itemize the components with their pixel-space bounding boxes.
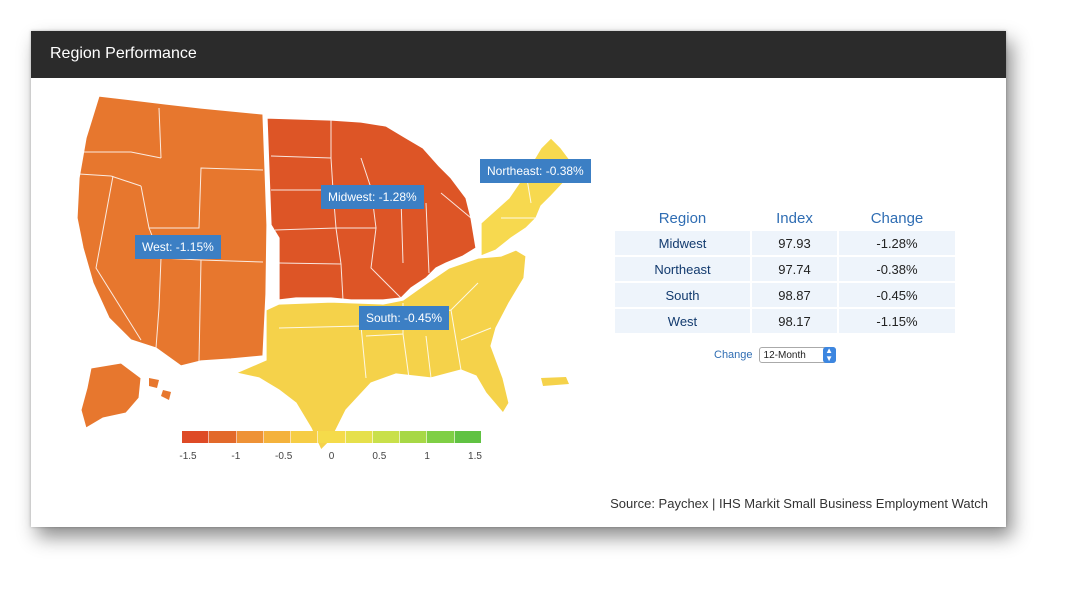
legend-tick-label: 1.5 — [468, 451, 482, 462]
legend-swatch — [209, 431, 237, 443]
legend-swatch — [400, 431, 428, 443]
page-title: Region Performance — [50, 45, 197, 62]
cell-change: -1.15% — [839, 309, 955, 333]
cell-index: 98.17 — [752, 309, 837, 333]
cell-region: West — [615, 309, 750, 333]
change-period-select[interactable]: 12-Month ▲ ▼ — [758, 347, 836, 363]
hawaii-shape — [149, 378, 171, 400]
cell-region: Midwest — [615, 231, 750, 255]
callout-west: West: -1.15% — [135, 235, 221, 259]
region-northeast-shape[interactable] — [480, 137, 577, 257]
cell-change: -1.28% — [839, 231, 955, 255]
change-control: Change 12-Month ▲ ▼ — [714, 347, 836, 363]
region-south-shape[interactable] — [234, 249, 527, 452]
column-header-change: Change — [870, 209, 924, 227]
region-midwest-shape[interactable] — [266, 117, 477, 301]
column-header-region: Region — [658, 209, 707, 227]
cell-index: 98.87 — [752, 283, 837, 307]
legend-tick-label: -1 — [231, 451, 241, 462]
callout-south: South: -0.45% — [359, 306, 450, 330]
legend-swatch — [427, 431, 455, 443]
table-row: West 98.17 -1.15% — [615, 309, 955, 333]
puerto-rico-shape — [541, 377, 569, 386]
legend-ticks: -1.5 -1 -0.5 0 0.5 1 1.5 — [179, 451, 482, 465]
cell-region: Northeast — [615, 257, 750, 281]
cell-region: South — [615, 283, 750, 307]
legend-tick-label: 1 — [424, 451, 430, 462]
cell-index: 97.74 — [752, 257, 837, 281]
table-row: South 98.87 -0.45% — [615, 283, 955, 307]
legend-tick-label: -1.5 — [179, 451, 197, 462]
legend-swatch — [182, 431, 210, 443]
us-region-map — [76, 95, 577, 452]
region-table: Region Index Change Midwest 97.93 -1.28%… — [613, 205, 957, 335]
callout-midwest: Midwest: -1.28% — [321, 185, 424, 209]
legend-swatch — [372, 431, 401, 443]
legend-swatch — [263, 431, 292, 443]
callout-northeast: Northeast: -0.38% — [480, 159, 591, 183]
header-bar: Region Performance — [31, 31, 1006, 78]
legend-swatch — [291, 431, 319, 443]
cell-index: 97.93 — [752, 231, 837, 255]
table-row: Northeast 97.74 -0.38% — [615, 257, 955, 281]
region-west-shape[interactable] — [76, 95, 268, 367]
legend-color-scale — [182, 431, 481, 443]
color-legend: -1.5 -1 -0.5 0 0.5 1 1.5 — [179, 431, 482, 465]
table-row: Midwest 97.93 -1.28% — [615, 231, 955, 255]
legend-swatch — [454, 431, 481, 443]
column-header-index: Index — [776, 209, 813, 227]
change-label: Change — [714, 349, 753, 361]
cell-change: -0.38% — [839, 257, 955, 281]
change-period-value: 12-Month — [763, 350, 806, 361]
legend-swatch — [318, 431, 346, 443]
legend-swatch — [345, 431, 373, 443]
legend-swatch — [236, 431, 264, 443]
cell-change: -0.45% — [839, 283, 955, 307]
alaska-shape — [80, 362, 142, 429]
source-note: Source: Paychex | IHS Markit Small Busin… — [610, 496, 988, 511]
region-performance-card: Region Performance — [31, 31, 1006, 527]
select-arrows-icon: ▲ ▼ — [822, 347, 836, 363]
legend-tick-label: 0.5 — [372, 451, 387, 462]
legend-tick-label: 0 — [328, 451, 335, 462]
legend-tick-label: -0.5 — [275, 451, 293, 462]
